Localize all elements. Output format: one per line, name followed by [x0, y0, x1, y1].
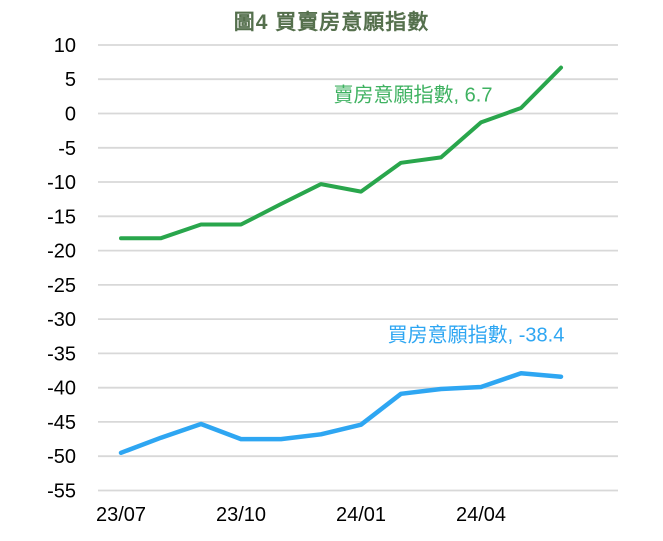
- y-axis-tick-label: 0: [65, 104, 76, 126]
- y-axis-tick-label: -40: [47, 378, 76, 400]
- y-axis-tick-label: -30: [47, 309, 76, 331]
- sell-willingness-line: [119, 65, 563, 241]
- sell-willingness-series-annotation: 賣房意願指數, 6.7: [333, 84, 493, 107]
- buy-willingness-line: [118, 371, 564, 456]
- y-axis-tick-label: -20: [47, 241, 76, 263]
- y-axis-tick-label: -50: [47, 446, 76, 468]
- y-axis-tick-label: -5: [58, 138, 76, 160]
- y-axis-tick-label: -15: [47, 206, 76, 228]
- chart-title: 圖4 買賣房意願指數: [233, 11, 430, 34]
- x-axis-tick-label: 24/04: [456, 504, 506, 526]
- y-axis-tick-label: -45: [47, 412, 76, 434]
- x-axis-tick-label: 23/07: [96, 504, 146, 526]
- y-axis-tick-label: -10: [47, 172, 76, 194]
- y-axis-tick-label: -35: [47, 343, 76, 365]
- y-axis-tick-label: -55: [47, 481, 76, 503]
- y-axis-tick-label: 10: [54, 35, 76, 57]
- y-axis-tick-label: -25: [47, 275, 76, 297]
- x-axis-tick-label: 23/10: [216, 504, 266, 526]
- buy-willingness-series-annotation: 買房意願指數, -38.4: [387, 324, 565, 347]
- x-axis-tick-label: 24/01: [336, 504, 386, 526]
- y-axis-tick-label: 5: [65, 69, 76, 91]
